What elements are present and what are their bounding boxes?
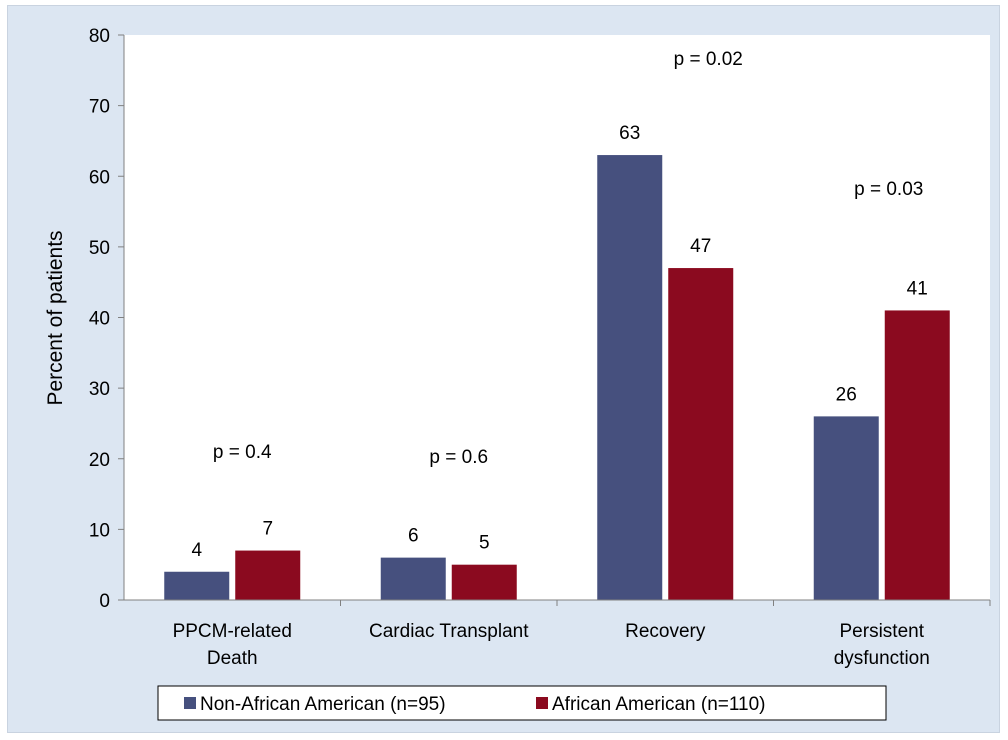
bar (668, 268, 734, 600)
data-label: 7 (262, 519, 273, 540)
bar (380, 557, 446, 600)
data-label: 63 (619, 123, 640, 144)
x-tick-label: Recovery (625, 621, 706, 642)
data-label: 5 (479, 533, 490, 554)
p-value-label: p = 0.6 (429, 447, 488, 468)
y-tick-label: 80 (89, 26, 110, 47)
y-axis-title: Percent of patients (44, 230, 67, 405)
legend-box (157, 685, 887, 721)
y-tick-label: 60 (89, 167, 110, 188)
y-tick-label: 20 (89, 450, 110, 471)
y-tick-label: 0 (99, 591, 110, 612)
legend-swatch (536, 697, 548, 709)
legend: Non-African American (n=95) African Ameri… (157, 685, 887, 721)
legend-label: African American (n=110) (552, 694, 766, 715)
bar (451, 564, 517, 600)
x-tick-label: Persistent (840, 621, 925, 642)
data-label: 6 (408, 526, 419, 547)
y-tick-label: 50 (89, 238, 110, 259)
y-tick-label: 70 (89, 97, 110, 118)
p-value-label: p = 0.4 (213, 442, 272, 463)
data-label: 26 (836, 384, 857, 405)
x-tick-label: Cardiac Transplant (369, 621, 529, 642)
legend-swatch (184, 697, 196, 709)
data-label: 4 (191, 540, 202, 561)
p-value-label: p = 0.03 (854, 179, 923, 200)
legend-label: Non-African American (n=95) (200, 694, 446, 715)
x-tick-label: PPCM-related (173, 621, 292, 642)
bar (164, 571, 230, 600)
data-label: 41 (907, 278, 928, 299)
bar (597, 155, 663, 600)
x-tick-label: dysfunction (834, 648, 930, 669)
y-tick-label: 10 (89, 520, 110, 541)
bar (235, 550, 301, 600)
x-tick-label: Death (207, 648, 258, 669)
bar (884, 310, 950, 600)
y-tick-label: 40 (89, 309, 110, 330)
bar (813, 416, 879, 600)
y-tick-label: 30 (89, 379, 110, 400)
data-label: 47 (690, 236, 711, 257)
p-value-label: p = 0.02 (674, 49, 743, 70)
